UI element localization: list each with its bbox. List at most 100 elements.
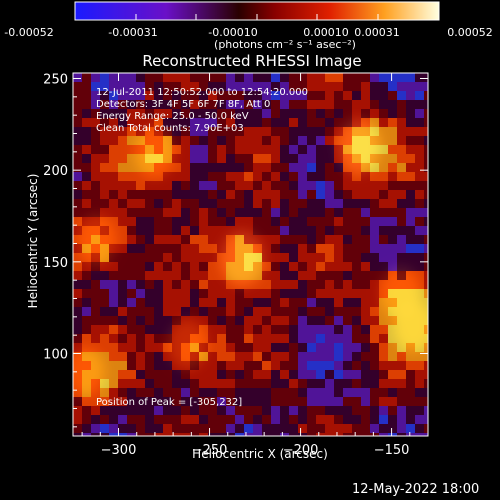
heatmap-cell: [343, 226, 352, 235]
heatmap-cell: [136, 379, 145, 388]
heatmap-cell: [154, 298, 163, 307]
heatmap-cell: [415, 91, 424, 100]
heatmap-cell: [226, 289, 235, 298]
heatmap-cell: [406, 217, 415, 226]
heatmap-cell: [100, 388, 109, 397]
heatmap-cell: [118, 217, 127, 226]
heatmap-cell: [343, 82, 352, 91]
y-tick-label: 250: [43, 73, 68, 88]
heatmap-cell: [271, 208, 280, 217]
heatmap-cell: [316, 280, 325, 289]
heatmap-cell: [199, 388, 208, 397]
heatmap-cell: [181, 172, 190, 181]
heatmap-cell: [289, 253, 298, 262]
heatmap-cell: [91, 127, 100, 136]
heatmap-cell: [199, 82, 208, 91]
heatmap-cell: [163, 163, 172, 172]
heatmap-cell: [325, 118, 334, 127]
heatmap-cell: [352, 91, 361, 100]
heatmap-cell: [379, 262, 388, 271]
heatmap-cell: [163, 298, 172, 307]
heatmap-cell: [415, 73, 424, 82]
heatmap-cell: [253, 379, 262, 388]
heatmap-cell: [370, 370, 379, 379]
heatmap-cell: [118, 406, 127, 415]
heatmap-cell: [280, 262, 289, 271]
heatmap-cell: [415, 406, 424, 415]
heatmap-cell: [253, 244, 262, 253]
heatmap-cell: [298, 235, 307, 244]
heatmap-cell: [334, 334, 343, 343]
heatmap-cell: [334, 253, 343, 262]
heatmap-cell: [352, 280, 361, 289]
heatmap-cell: [334, 235, 343, 244]
heatmap-cell: [334, 181, 343, 190]
heatmap-cell: [244, 163, 253, 172]
heatmap-cell: [109, 289, 118, 298]
heatmap-cell: [118, 145, 127, 154]
heatmap-cell: [289, 316, 298, 325]
heatmap-cell: [307, 316, 316, 325]
heatmap-cell: [262, 172, 271, 181]
heatmap-cell: [199, 280, 208, 289]
heatmap-cell: [172, 145, 181, 154]
heatmap-cell: [100, 127, 109, 136]
heatmap-cell: [307, 298, 316, 307]
heatmap-cell: [244, 406, 253, 415]
annotation-time-range: 12-Jul-2011 12:50:52.000 to 12:54:20.000: [96, 87, 308, 98]
heatmap-cell: [325, 343, 334, 352]
heatmap-cell: [343, 388, 352, 397]
heatmap-cell: [181, 406, 190, 415]
heatmap-cell: [280, 280, 289, 289]
heatmap-cell: [361, 262, 370, 271]
heatmap-cell: [136, 397, 145, 406]
heatmap-cell: [388, 415, 397, 424]
heatmap-cell: [325, 190, 334, 199]
heatmap-cell: [136, 163, 145, 172]
heatmap-cell: [244, 172, 253, 181]
heatmap-cell: [379, 163, 388, 172]
heatmap-cell: [172, 280, 181, 289]
heatmap-cell: [91, 172, 100, 181]
heatmap-cell: [280, 235, 289, 244]
heatmap-cell: [298, 145, 307, 154]
heatmap-cell: [82, 271, 91, 280]
heatmap-cell: [73, 190, 82, 199]
heatmap-cell: [82, 361, 91, 370]
heatmap-cell: [145, 307, 154, 316]
colorbar-tick-label: 0.00052: [447, 26, 493, 39]
heatmap-cell: [253, 433, 262, 436]
heatmap-cell: [307, 307, 316, 316]
heatmap-cell: [82, 352, 91, 361]
heatmap-cell: [262, 226, 271, 235]
heatmap-cell: [199, 370, 208, 379]
heatmap-cell: [208, 424, 217, 433]
heatmap-cell: [73, 127, 82, 136]
heatmap-cell: [190, 316, 199, 325]
heatmap-cell: [325, 163, 334, 172]
heatmap-cell: [424, 82, 428, 91]
heatmap-cell: [388, 235, 397, 244]
heatmap-cell: [343, 244, 352, 253]
colorbar-unit-label: (photons cm⁻² s⁻¹ asec⁻²): [214, 38, 356, 51]
heatmap-cell: [190, 325, 199, 334]
heatmap-cell: [109, 379, 118, 388]
heatmap-cell: [289, 388, 298, 397]
heatmap-cell: [307, 190, 316, 199]
heatmap-cell: [100, 109, 109, 118]
heatmap-cell: [181, 145, 190, 154]
heatmap-cell: [352, 73, 361, 82]
heatmap-cell: [145, 379, 154, 388]
x-axis-label: Heliocentric X (arcsec): [192, 447, 328, 461]
heatmap-cell: [397, 352, 406, 361]
heatmap-cell: [325, 388, 334, 397]
heatmap-cell: [397, 307, 406, 316]
heatmap-cell: [262, 343, 271, 352]
heatmap-cell: [424, 253, 428, 262]
heatmap-cell: [379, 235, 388, 244]
heatmap-cell: [271, 397, 280, 406]
heatmap-cell: [271, 199, 280, 208]
heatmap-cell: [208, 406, 217, 415]
colorbar-tick-label: 0.00010: [303, 26, 349, 39]
heatmap-cell: [109, 244, 118, 253]
